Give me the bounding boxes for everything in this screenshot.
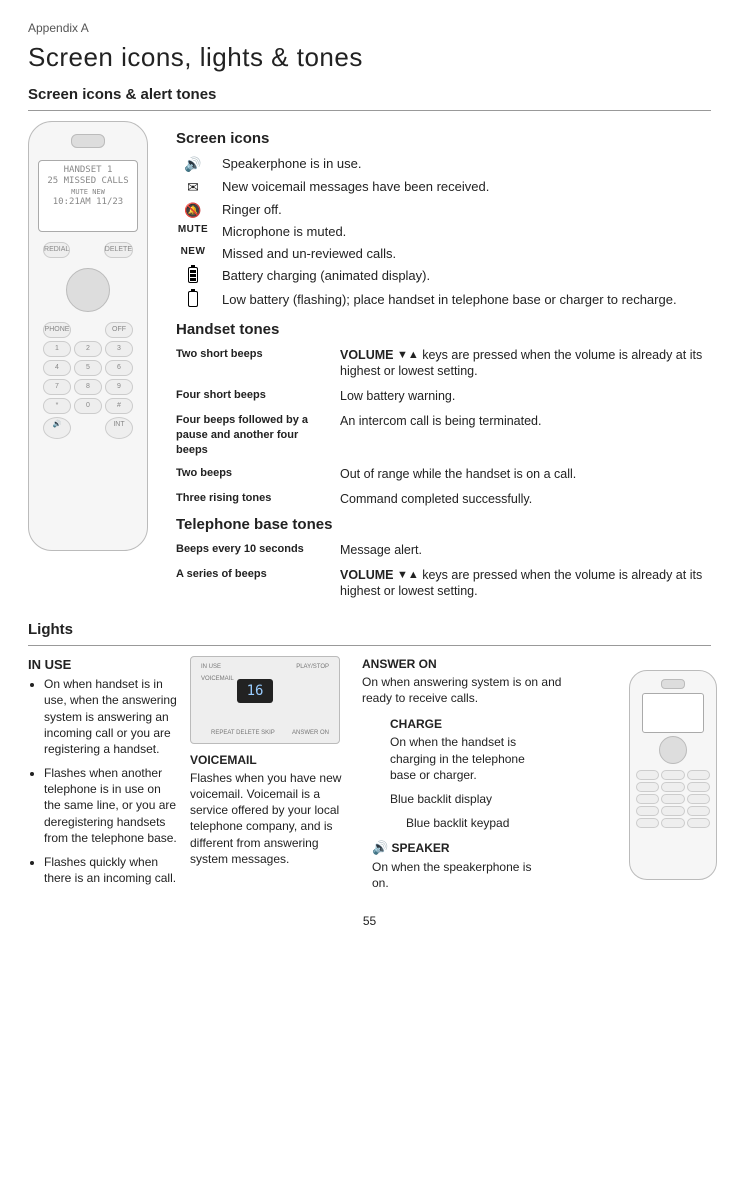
screen-line: HANDSET 1 <box>43 165 133 177</box>
in-use-title: IN USE <box>28 656 178 674</box>
volume-icon: ▼▲ <box>397 348 419 363</box>
envelope-icon: ✉ <box>176 178 210 197</box>
in-use-bullet: Flashes quickly when there is an incomin… <box>44 854 178 886</box>
tone-label: Two short beeps <box>176 347 326 381</box>
in-use-bullet: Flashes when another telephone is in use… <box>44 765 178 846</box>
handset-screen: HANDSET 1 25 MISSED CALLS MUTE NEW 10:21… <box>38 160 138 232</box>
screen-line: 25 MISSED CALLS <box>43 176 133 188</box>
tone-desc: An intercom call is being terminated. <box>340 413 711 458</box>
icon-desc: New voicemail messages have been receive… <box>222 178 489 196</box>
tone-label: Beeps every 10 seconds <box>176 542 326 559</box>
screen-icons-heading: Screen icons <box>176 129 711 149</box>
screen-line: 10:21AM 11/23 <box>43 197 133 209</box>
icon-desc: Missed and un-reviewed calls. <box>222 245 396 263</box>
screen-line: MUTE NEW <box>43 188 133 197</box>
volume-icon: ▼▲ <box>397 568 419 583</box>
battery-low-icon <box>176 291 210 312</box>
tone-label: Three rising tones <box>176 491 326 508</box>
answer-on-title: ANSWER ON <box>362 656 562 672</box>
tone-label: Two beeps <box>176 466 326 483</box>
icon-desc: Microphone is muted. <box>222 223 346 241</box>
answer-on-desc: On when answering system is on and ready… <box>362 674 562 706</box>
handset-small-illustration <box>629 670 717 880</box>
page-number: 55 <box>28 913 711 929</box>
base-display: 16 <box>237 679 273 703</box>
tone-desc: Out of range while the handset is on a c… <box>340 466 711 483</box>
tone-label: A series of beeps <box>176 567 326 601</box>
base-unit-illustration: IN USE VOICEMAIL PLAY/STOP ANSWER ON REP… <box>190 656 340 744</box>
appendix-label: Appendix A <box>28 20 711 36</box>
tone-label: Four beeps followed by a pause and anoth… <box>176 413 326 458</box>
handset-tones-heading: Handset tones <box>176 320 711 340</box>
new-icon: NEW <box>176 245 210 259</box>
battery-charging-icon <box>176 267 210 288</box>
tone-desc: Message alert. <box>340 542 711 559</box>
base-tones-heading: Telephone base tones <box>176 515 711 535</box>
tone-desc: VOLUME ▼▲ keys are pressed when the volu… <box>340 567 711 601</box>
charge-title: CHARGE <box>390 716 550 732</box>
voicemail-desc: Flashes when you have new voicemail. Voi… <box>190 770 350 867</box>
tone-desc: VOLUME ▼▲ keys are pressed when the volu… <box>340 347 711 381</box>
voicemail-title: VOICEMAIL <box>190 752 350 768</box>
icon-desc: Low battery (flashing); place handset in… <box>222 291 677 309</box>
in-use-bullet: On when handset is in use, when the answ… <box>44 676 178 757</box>
tone-desc: Command completed successfully. <box>340 491 711 508</box>
ringer-off-icon: 🔕 <box>176 201 210 220</box>
handset-illustration: HANDSET 1 25 MISSED CALLS MUTE NEW 10:21… <box>28 121 158 609</box>
tone-label: Four short beeps <box>176 388 326 405</box>
icon-desc: Ringer off. <box>222 201 282 219</box>
backlit-display-label: Blue backlit display <box>390 791 550 807</box>
lights-heading: Lights <box>28 620 711 645</box>
tone-desc: Low battery warning. <box>340 388 711 405</box>
charge-desc: On when the handset is charging in the t… <box>390 734 550 783</box>
backlit-keypad-label: Blue backlit keypad <box>406 815 562 831</box>
speaker-title: 🔊 SPEAKER <box>372 839 532 857</box>
speaker-icon: 🔊 <box>176 155 210 174</box>
icon-desc: Speakerphone is in use. <box>222 155 361 173</box>
speaker-small-icon: 🔊 <box>372 840 388 855</box>
mute-icon: MUTE <box>176 223 210 237</box>
speaker-desc: On when the speakerphone is on. <box>372 859 532 891</box>
section-heading: Screen icons & alert tones <box>28 85 711 110</box>
icon-desc: Battery charging (animated display). <box>222 267 430 285</box>
page-title: Screen icons, lights & tones <box>28 40 711 75</box>
